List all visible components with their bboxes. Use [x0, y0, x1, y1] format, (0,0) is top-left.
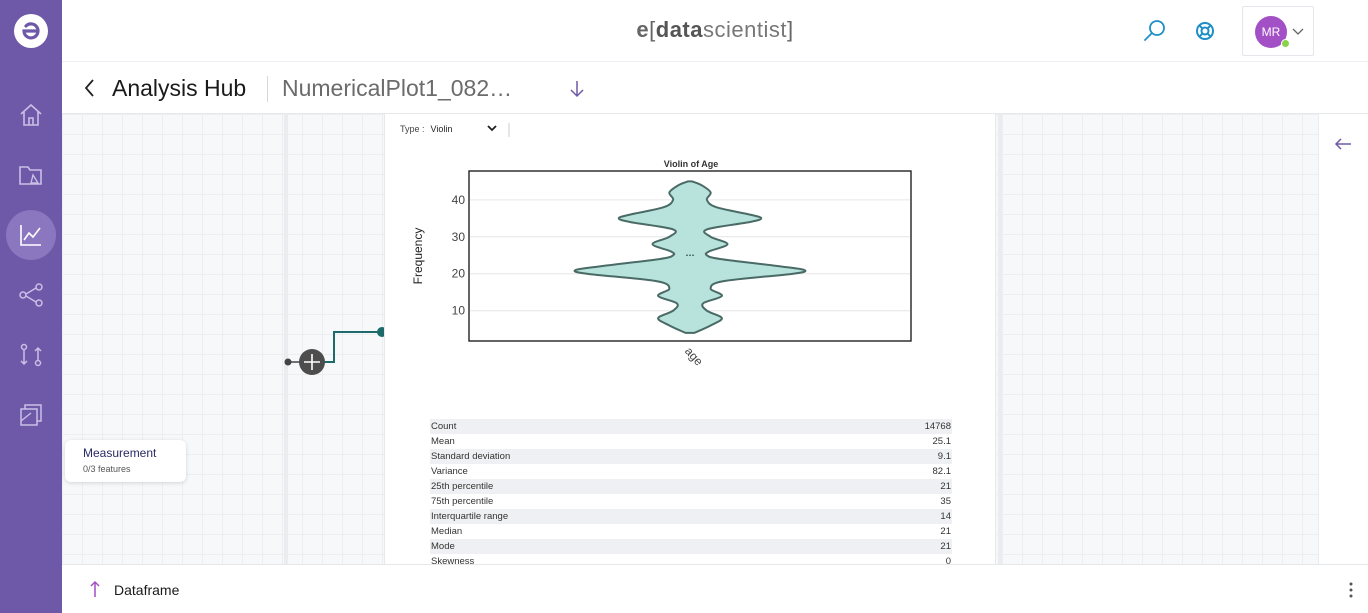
node-connector — [284, 327, 387, 375]
violin-shape[interactable] — [573, 180, 807, 334]
chevron-left-icon[interactable] — [82, 77, 98, 99]
stats-row: 25th percentile 21 — [430, 479, 952, 494]
stat-label: 75th percentile — [431, 496, 494, 507]
workflow-share-icon — [19, 283, 43, 307]
top-header: e[datascientist] MR — [62, 0, 1368, 62]
y-tick-label: 40 — [452, 193, 466, 207]
stats-row: Skewness 0 — [430, 554, 952, 564]
chart-title: Violin of Age — [664, 159, 719, 169]
help-lifebuoy-icon — [1196, 22, 1214, 40]
nav-datasets[interactable] — [6, 390, 56, 440]
y-axis-label: Frequency — [411, 228, 425, 285]
stat-value: 9.1 — [937, 451, 951, 462]
plot-name: NumericalPlot1_082… — [282, 75, 513, 101]
y-tick-label: 20 — [452, 267, 466, 281]
kebab-menu-icon[interactable] — [1348, 581, 1354, 599]
online-status-dot — [1281, 39, 1290, 48]
canvas-divider — [284, 114, 288, 564]
nav-home[interactable] — [6, 90, 56, 140]
stats-row: Variance 82.1 — [430, 464, 952, 479]
measurement-node[interactable]: Measurement 0/3 features — [65, 440, 186, 482]
nav-analysis[interactable] — [6, 210, 56, 260]
stat-label: Skewness — [431, 556, 475, 564]
stats-row: Standard deviation 9.1 — [430, 449, 952, 464]
plot-type-select[interactable]: Type : Violin — [400, 123, 510, 137]
breadcrumb-divider — [267, 76, 268, 102]
type-label: Type : — [400, 124, 425, 134]
project-folder-icon — [19, 166, 42, 185]
stat-value: 35 — [940, 496, 951, 507]
datasets-stack-icon — [20, 404, 42, 426]
user-menu[interactable]: MR — [1242, 6, 1314, 56]
stat-label: Mode — [431, 541, 455, 552]
stats-table: Count 14768 Mean 25.1 Standard deviation 9.1 V… — [430, 419, 952, 564]
plot-panel: Type : Violin Violin of Age 10 20 30 40 Fre… — [384, 114, 996, 564]
stat-label: 25th percentile — [431, 481, 494, 492]
breadcrumb: Analysis Hub NumericalPlot1_082… — [62, 62, 1368, 114]
help-button[interactable] — [1192, 18, 1218, 44]
search-button[interactable] — [1142, 18, 1168, 44]
app-logo[interactable] — [14, 14, 48, 48]
chevron-down-icon — [1292, 28, 1304, 35]
home-icon — [20, 103, 42, 126]
stat-value: 21 — [940, 541, 951, 552]
arrow-up-icon[interactable] — [88, 579, 102, 599]
arrow-down-icon[interactable] — [568, 78, 586, 100]
page-title[interactable]: Analysis Hub — [112, 75, 247, 101]
brand-wordmark: e[datascientist] — [636, 17, 794, 42]
stat-value: 21 — [940, 481, 951, 492]
node-subtitle: 0/3 features — [83, 464, 131, 474]
right-panel — [1318, 114, 1368, 564]
stats-row: Interquartile range 14 — [430, 509, 952, 524]
stat-label: Mean — [431, 436, 455, 447]
stats-row: Mean 25.1 — [430, 434, 952, 449]
compare-swap-icon — [20, 343, 42, 367]
dataframe-label[interactable]: Dataframe — [114, 582, 180, 598]
stat-value: 25.1 — [932, 436, 952, 447]
type-value: Violin — [430, 124, 453, 134]
stat-value: 21 — [940, 526, 951, 537]
stat-label: Interquartile range — [431, 511, 509, 522]
select-divider — [508, 123, 510, 137]
nav-compare[interactable] — [6, 330, 56, 380]
stats-row: Mode 21 — [430, 539, 952, 554]
node-title: Measurement — [83, 446, 157, 460]
stats-row: Median 21 — [430, 524, 952, 539]
logo-e-icon — [22, 22, 40, 40]
search-icon — [1144, 20, 1165, 41]
port-dot[interactable] — [284, 358, 292, 366]
stat-value: 14768 — [924, 421, 951, 432]
stat-value: 14 — [940, 511, 951, 522]
y-tick-label: 30 — [452, 230, 466, 244]
chevron-down-icon — [487, 125, 497, 132]
stat-label: Count — [431, 421, 457, 432]
stat-value: 82.1 — [932, 466, 952, 477]
stat-label: Variance — [431, 466, 468, 477]
y-tick-label: 10 — [452, 304, 466, 318]
stat-label: Median — [431, 526, 463, 537]
stat-value: 0 — [945, 556, 951, 564]
nav-workflow[interactable] — [6, 270, 56, 320]
canvas-divider — [998, 114, 1002, 564]
arrow-left-icon[interactable] — [1333, 136, 1353, 152]
x-axis-label: age — [682, 344, 706, 368]
stats-row: 75th percentile 35 — [430, 494, 952, 509]
stat-label: Standard deviation — [431, 451, 511, 462]
plus-icon — [304, 354, 320, 370]
violin-chart: Violin of Age 10 20 30 40 Frequency age — [411, 159, 912, 369]
left-nav-rail — [0, 0, 62, 613]
stats-row: Count 14768 — [430, 419, 952, 434]
nav-projects[interactable] — [6, 150, 56, 200]
bottom-bar: Dataframe — [62, 564, 1368, 613]
analysis-chart-icon — [20, 225, 41, 246]
